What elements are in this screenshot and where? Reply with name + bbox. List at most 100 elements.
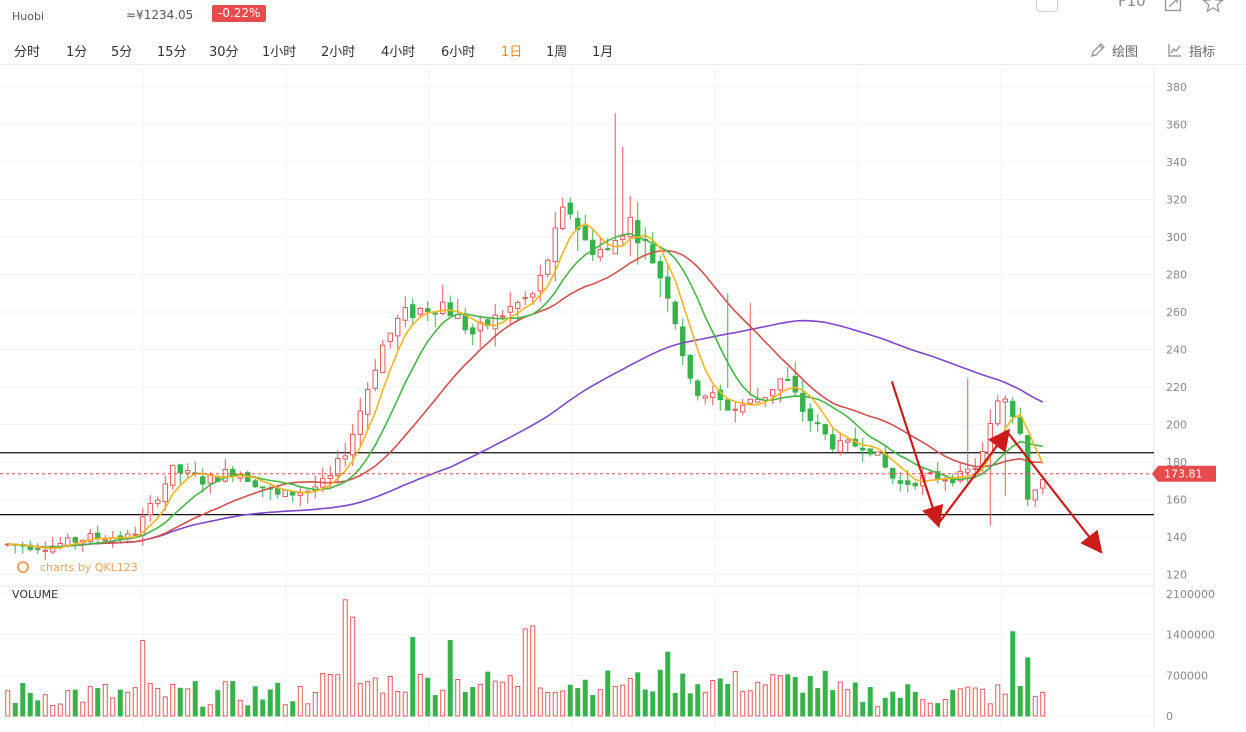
candle-body	[162, 483, 168, 503]
volume-bar	[642, 689, 648, 717]
draw-tool-button[interactable]: 绘图	[1091, 41, 1138, 60]
volume-bar	[440, 689, 446, 717]
volume-tick-label: 700000	[1166, 669, 1208, 682]
tab-timeframe-fenshi[interactable]: 分时	[14, 45, 41, 60]
kline-chart[interactable]: 1201401601802002202402602803003203403603…	[0, 66, 1246, 728]
volume-bar	[800, 692, 806, 717]
volume-bar	[605, 670, 611, 717]
volume-bar	[477, 683, 483, 717]
volume-bar	[455, 678, 461, 717]
candle-body	[417, 308, 423, 315]
candle-body	[507, 306, 513, 313]
cny-price: ≈¥1234.05	[126, 8, 194, 22]
volume-bar	[620, 684, 626, 717]
volume-bar	[740, 690, 746, 717]
candle-body	[155, 499, 161, 504]
indicator-button[interactable]: 指标	[1168, 41, 1215, 60]
volume-bar	[402, 691, 408, 717]
tab-timeframe-1h[interactable]: 1小时	[262, 45, 297, 60]
candle-body	[387, 332, 393, 342]
candle-body	[567, 202, 573, 215]
tab-timeframe-1m[interactable]: 1分	[66, 45, 88, 60]
volume-bar	[42, 694, 48, 717]
candle-body	[432, 312, 438, 315]
volume-bar	[380, 692, 386, 717]
volume-bar	[155, 687, 161, 717]
candle-body	[1032, 489, 1038, 501]
candle-body	[170, 464, 176, 486]
volume-bar	[747, 690, 753, 717]
tab-timeframe-15m[interactable]: 15分	[157, 45, 187, 60]
candle-body	[440, 301, 446, 315]
tab-timeframe-30m[interactable]: 30分	[209, 45, 239, 60]
candle-body	[807, 408, 813, 422]
tab-timeframe-5m[interactable]: 5分	[111, 45, 133, 60]
candle-body	[755, 398, 761, 403]
f10-button[interactable]: F10	[1118, 0, 1146, 10]
volume-bar	[207, 704, 213, 717]
annotation-arrow	[937, 428, 1010, 525]
kline-chart-area[interactable]: 120 140 160 180 200 220 240 260 280 300 320 340 360 3…	[0, 66, 1246, 728]
volume-bar	[230, 681, 236, 717]
volume-bar	[470, 687, 476, 717]
favorite-star-icon[interactable]	[1202, 0, 1224, 14]
expand-icon[interactable]	[1164, 0, 1182, 12]
current-price-tag	[1152, 465, 1216, 482]
volume-bar	[672, 692, 678, 717]
volume-bar	[635, 672, 641, 717]
price-tick-label: 140	[1166, 531, 1187, 544]
volume-bar	[897, 697, 903, 717]
volume-bar	[957, 688, 963, 717]
tab-timeframe-1d[interactable]: 1日	[501, 45, 523, 60]
candle-body	[875, 451, 881, 456]
volume-bar	[770, 674, 776, 717]
candle-body	[680, 326, 686, 357]
volume-bar	[260, 699, 266, 717]
timeframe-toolbar: 分时 1分 5分 15分 30分 1小时 2小时 4小时 6小时 1日 1周 1…	[0, 34, 1246, 65]
candle-body	[147, 503, 153, 516]
candle-body	[815, 422, 821, 425]
volume-bar	[327, 674, 333, 717]
candle-body	[200, 476, 206, 485]
volume-bar	[852, 682, 858, 717]
candle-body	[357, 410, 363, 435]
tab-timeframe-2h[interactable]: 2小时	[321, 45, 356, 60]
volume-bar	[222, 681, 228, 717]
volume-bar	[522, 628, 528, 717]
candle-body	[965, 468, 971, 473]
candle-body	[582, 225, 588, 241]
candle-body	[785, 378, 791, 381]
tab-timeframe-6h[interactable]: 6小时	[441, 45, 476, 60]
volume-bar	[650, 691, 656, 717]
volume-bar	[117, 689, 123, 717]
tab-timeframe-1mo[interactable]: 1月	[592, 45, 614, 60]
candle-body	[860, 447, 866, 451]
volume-bar	[785, 674, 791, 717]
volume-bar	[147, 683, 153, 717]
ma10-line	[7, 232, 1043, 549]
volume-bar	[830, 690, 836, 717]
volume-bar	[395, 690, 401, 717]
volume-bar	[132, 687, 138, 717]
candle-body	[972, 467, 978, 470]
candle-body	[822, 424, 828, 435]
candle-body	[627, 216, 633, 238]
ma60-line	[7, 319, 1044, 549]
volume-bar	[942, 699, 948, 717]
candle-body	[537, 274, 543, 292]
candle-body	[500, 315, 506, 318]
candle-body	[342, 455, 348, 460]
volume-bar	[732, 671, 738, 717]
tab-timeframe-1w[interactable]: 1周	[546, 45, 568, 60]
tab-timeframe-4h[interactable]: 4小时	[381, 45, 416, 60]
candle-body	[50, 545, 56, 553]
volume-bar	[65, 690, 71, 717]
volume-bar	[590, 695, 596, 717]
candle-body	[605, 248, 611, 251]
candle-body	[425, 308, 431, 313]
volume-bar	[237, 699, 243, 717]
volume-bar	[657, 669, 663, 717]
volume-bar	[252, 686, 258, 717]
candle-body	[905, 480, 911, 485]
params-button[interactable]	[1036, 0, 1058, 12]
